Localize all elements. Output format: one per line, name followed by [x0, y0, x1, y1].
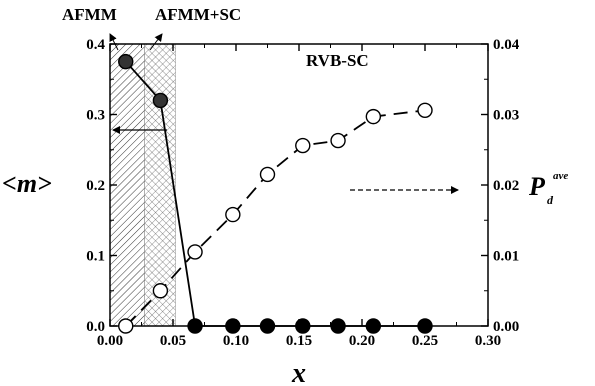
x-tick-label: 0.00: [97, 333, 123, 349]
series-m-point: [187, 318, 203, 334]
svg-text:d: d: [547, 193, 554, 207]
x-tick-label: 0.10: [223, 333, 249, 349]
series-m-point: [295, 318, 311, 334]
series-pd-point: [330, 132, 346, 149]
tick-labels: 0.00 0.05 0.10 0.15 0.20 0.25 0.30 0.0 0.1 0.2 0.3…: [86, 37, 520, 349]
afmm-sc-pointer-arrow: [149, 33, 163, 51]
series-pd-point: [225, 206, 241, 223]
y-left-tick-label: 0.4: [86, 37, 105, 53]
svg-text:P: P: [528, 172, 546, 201]
series-pd-point: [417, 102, 433, 118]
y-right-tick-label: 0.03: [493, 108, 519, 124]
x-tick-label: 0.20: [349, 333, 375, 349]
y-left-tick-label: 0.0: [86, 319, 105, 335]
series-pd-point: [295, 137, 311, 154]
series-m-point: [118, 53, 134, 70]
region-label-afmm-sc: AFMM+SC: [155, 5, 241, 24]
series-m-point: [225, 318, 241, 334]
y-left-tick-label: 0.1: [86, 249, 105, 265]
series-pd-point: [118, 318, 134, 334]
series-m-point: [259, 318, 276, 334]
x-tick-label: 0.30: [475, 333, 501, 349]
y-right-tick-label: 0.02: [493, 178, 519, 194]
afmm-pointer-arrow: [109, 33, 119, 51]
y-right-tick-label: 0.01: [493, 249, 519, 265]
y-right-tick-label: 0.00: [493, 319, 519, 335]
series-pd-point: [259, 166, 276, 183]
y-left-tick-label: 0.2: [86, 178, 105, 194]
series-pd-point: [187, 244, 203, 260]
series-m-point: [417, 318, 433, 334]
series-pd-point: [152, 283, 169, 299]
series-m-point: [365, 318, 382, 334]
x-axis-title: x: [291, 358, 306, 386]
x-tick-label: 0.15: [286, 333, 312, 349]
x-tick-label: 0.05: [160, 333, 186, 349]
x-tick-label: 0.25: [412, 333, 438, 349]
region-label-afmm: AFMM: [62, 5, 117, 24]
series-m-point: [330, 318, 346, 334]
svg-text:ave: ave: [553, 170, 568, 182]
annotation-rvb-sc: RVB-SC: [306, 51, 369, 70]
series-pd-point: [365, 108, 382, 125]
y-axis-left-title: <m>: [2, 169, 52, 198]
series-points: [118, 53, 433, 334]
series-m-point: [152, 92, 169, 109]
region-afmm-sc-shading: [144, 43, 176, 327]
y-right-tick-label: 0.04: [493, 37, 520, 53]
y-axis-right-title: P d ave: [528, 170, 568, 207]
y-left-tick-label: 0.3: [86, 108, 105, 124]
